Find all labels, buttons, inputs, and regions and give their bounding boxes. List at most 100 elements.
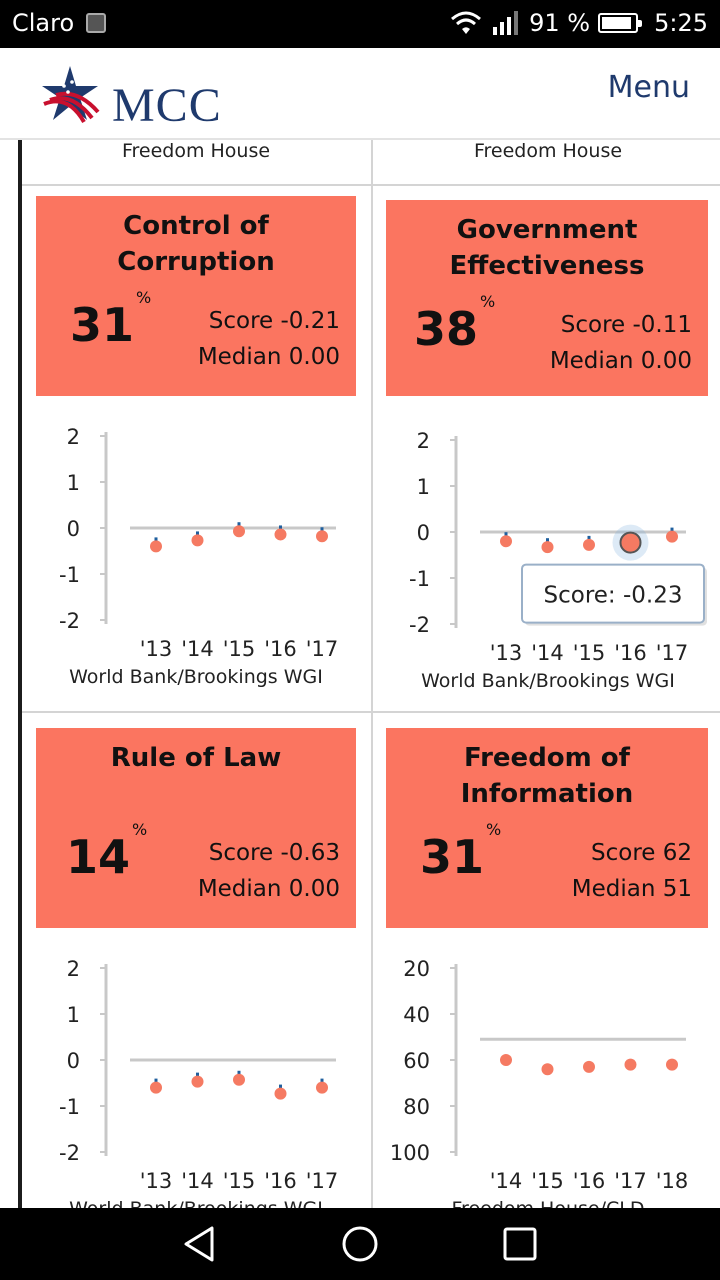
data-point-highlighted (619, 531, 642, 554)
x-tick-label: '16 (264, 1169, 297, 1193)
chart-svg: 2 1 0 -1 -2 '13 '14 '15 '16 '17 (59, 425, 338, 661)
battery-icon (598, 13, 643, 33)
indicator-chart-control-of-corruption[interactable]: 2 1 0 -1 -2 '13 '14 '15 '16 '17 (36, 406, 356, 666)
row-divider (22, 184, 720, 186)
percentile-value: 14% (66, 820, 147, 884)
percentile-number: 14 (66, 830, 131, 884)
status-bar: Claro 91 % 5:25 (0, 0, 720, 48)
indicator-card-control-of-corruption[interactable]: Control of Corruption 31% Score -0.21 Me… (36, 196, 356, 396)
x-tick-label: '18 (656, 1169, 689, 1193)
x-tick-label: '16 (573, 1169, 606, 1193)
y-tick-label: -1 (59, 563, 80, 587)
x-tick-label: '14 (181, 637, 214, 661)
column-divider (371, 140, 373, 1208)
chart-svg: 20 40 60 80 100 '14 '15 '16 '17 '18 (390, 957, 689, 1193)
data-point (150, 540, 162, 553)
system-nav-bar (0, 1208, 720, 1280)
data-point (666, 1058, 678, 1071)
y-tick-label: 80 (403, 1095, 430, 1119)
y-tick-label: 60 (403, 1049, 430, 1073)
x-tick-label: '13 (490, 641, 523, 665)
y-tick-label: 40 (403, 1003, 430, 1027)
indicator-chart-rule-of-law[interactable]: 2 1 0 -1 -2 '13 '14 '15 '16 '17 (36, 938, 356, 1198)
x-tick-label: '15 (573, 641, 606, 665)
data-point (583, 538, 595, 551)
y-tick-label: 0 (417, 521, 430, 545)
y-tick-label: 1 (67, 471, 80, 495)
tooltip-box (521, 563, 705, 624)
score-text: Score -0.63 (208, 840, 340, 866)
scorecard-grid: Freedom House Freedom House Control of C… (0, 140, 720, 1208)
data-point (541, 541, 554, 554)
y-tick-label: 1 (67, 1003, 80, 1027)
data-point (624, 1058, 637, 1071)
median-text: Median 51 (571, 876, 692, 902)
chart-source-label: World Bank/Brookings WGI (421, 670, 675, 692)
y-tick-label: 1 (417, 475, 430, 499)
data-point (233, 1073, 245, 1086)
left-rule (18, 140, 22, 1208)
indicator-card-rule-of-law[interactable]: Rule of Law 14% Score -0.63 Median 0.00 (36, 728, 356, 928)
data-point (233, 525, 245, 538)
x-tick-label: '15 (531, 1169, 564, 1193)
percent-sign: % (132, 819, 148, 839)
star-flag-logo-icon (42, 65, 100, 123)
mcc-logo[interactable]: MCC (38, 58, 222, 133)
data-point (500, 1054, 512, 1066)
percentile-number: 31 (70, 298, 135, 352)
card-title: Freedom of Information (386, 740, 708, 812)
x-tick-label: '15 (223, 1169, 256, 1193)
card-title-line: Information (460, 779, 634, 809)
median-text: Median 0.00 (197, 876, 340, 902)
indicator-chart-freedom-of-information[interactable]: 20 40 60 80 100 '14 '15 '16 '17 '18 (386, 938, 708, 1198)
data-point (316, 530, 328, 543)
percentile-value: 31% (70, 288, 151, 352)
y-tick-label: 0 (67, 1049, 80, 1073)
home-icon[interactable] (340, 1224, 380, 1264)
chart-source-label: World Bank/Brookings WGI (69, 666, 323, 688)
y-tick-label: -1 (59, 1095, 80, 1119)
x-tick-label: '16 (614, 641, 647, 665)
y-tick-label: 2 (67, 957, 80, 981)
y-tick-label: -1 (409, 567, 430, 591)
indicator-card-government-effectiveness[interactable]: Government Effectiveness 38% Score -0.11… (386, 200, 708, 396)
carrier-name: Claro (12, 9, 75, 37)
score-text: Score -0.11 (560, 312, 692, 338)
card-title-line: Effectiveness (449, 251, 645, 281)
x-tick-label: '13 (140, 637, 173, 661)
recents-icon[interactable] (500, 1224, 540, 1264)
source-label-right: Freedom House (473, 140, 623, 162)
indicator-chart-government-effectiveness[interactable]: 2 1 0 -1 -2 '13 '14 '15 '16 '17 Score: -0.23 (386, 410, 708, 670)
y-tick-label: 2 (417, 429, 430, 453)
data-point (666, 530, 678, 543)
score-text: Score -0.21 (208, 308, 340, 334)
y-tick-label: -2 (59, 609, 80, 633)
card-title: Control of Corruption (36, 208, 356, 280)
percent-sign: % (136, 287, 152, 307)
x-tick-label: '15 (223, 637, 256, 661)
percentile-value: 38% (414, 292, 495, 356)
x-tick-label: '16 (264, 637, 297, 661)
menu-button[interactable]: Menu (607, 70, 690, 105)
data-point (191, 1075, 204, 1088)
percentile-value: 31% (420, 820, 501, 884)
chart-svg: 2 1 0 -1 -2 '13 '14 '15 '16 '17 Score: -0.23 (409, 429, 707, 665)
card-title-line: Freedom of (464, 743, 630, 773)
percentile-number: 38 (414, 302, 479, 356)
logo-text: MCC (112, 79, 222, 132)
x-tick-label: '17 (306, 1169, 339, 1193)
card-title: Government Effectiveness (386, 212, 708, 284)
y-tick-label: 20 (403, 957, 430, 981)
chart-source-label: Freedom House/CLD (378, 1198, 718, 1208)
row-divider (22, 711, 720, 713)
x-tick-label: '17 (614, 1169, 647, 1193)
back-icon[interactable] (180, 1224, 220, 1264)
x-tick-label: '17 (656, 641, 689, 665)
tooltip-text: Score: -0.23 (544, 583, 683, 609)
chart-source-label: World Bank/Brookings WGI (26, 1198, 366, 1208)
indicator-card-freedom-of-information[interactable]: Freedom of Information 31% Score 62 Medi… (386, 728, 708, 928)
card-title-line: Government (456, 215, 638, 245)
percent-sign: % (486, 819, 502, 839)
card-title-line: Corruption (117, 247, 275, 277)
x-tick-label: '14 (490, 1169, 523, 1193)
